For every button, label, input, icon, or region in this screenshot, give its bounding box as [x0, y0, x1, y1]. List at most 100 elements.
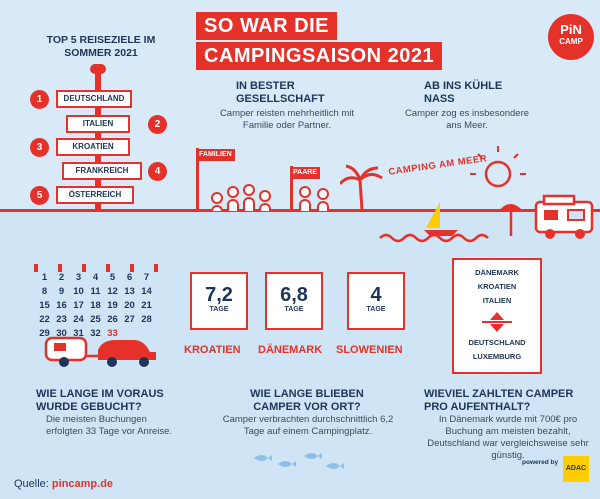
company-text: Camper reisten mehrheitlich mit Familie … — [219, 108, 355, 131]
families-flag: FAMILIEN — [196, 149, 235, 161]
signpost-cap — [90, 64, 106, 74]
calendar-day: 15 — [39, 300, 50, 311]
palm-tree-icon — [340, 164, 383, 211]
calendar-day: 6 — [126, 272, 133, 283]
pincamp-logo[interactable]: PiN CAMP — [548, 14, 594, 60]
stay-card-daenemark: 6,8 TAGE — [265, 272, 323, 330]
person-icon — [210, 192, 224, 211]
calendar-day: 1 — [41, 272, 48, 283]
couples-flagpole — [290, 166, 293, 212]
sign-oesterreich: ÖSTERREICH — [56, 186, 134, 204]
person-icon — [226, 186, 240, 211]
families-flagpole — [196, 148, 199, 212]
calendar-day: 10 — [73, 286, 84, 297]
person-icon — [242, 184, 256, 211]
rank-2-badge: 2 — [148, 115, 167, 134]
price-bottom-2: LUXEMBURG — [472, 352, 522, 361]
sailboat-icon — [424, 202, 458, 236]
calendar-day-marked: 33 — [107, 328, 118, 339]
sun-rays-icon — [470, 146, 526, 175]
rank-5-badge: 5 — [30, 186, 49, 205]
stay-country-slowenien: SLOWENIEN — [336, 344, 403, 356]
price-top-3: ITALIEN — [482, 296, 512, 305]
fish-school-icon — [254, 453, 344, 469]
calendar-day: 19 — [107, 300, 118, 311]
rank-4-badge: 4 — [148, 162, 167, 181]
price-bottom-1: DEUTSCHLAND — [468, 338, 526, 347]
powered-by-label: powered by — [522, 459, 559, 466]
calendar-day: 9 — [58, 286, 65, 297]
calendar-day: 7 — [143, 272, 150, 283]
car-with-trailer-icon — [44, 336, 156, 367]
calendar-day: 4 — [92, 272, 99, 283]
person-icon — [258, 190, 272, 211]
calendar-day: 12 — [107, 286, 118, 297]
top5-heading: TOP 5 REISEZIELE IM SOMMER 2021 — [46, 34, 156, 59]
couples-flag: PAARE — [290, 167, 320, 179]
duration-text: Camper verbrachten durchschnittlich 6,2 … — [222, 414, 394, 437]
calendar-day: 3 — [75, 272, 82, 283]
calendar-day: 28 — [141, 314, 152, 325]
stay-value: 6,8 — [280, 284, 308, 306]
up-down-arrows-icon — [482, 312, 512, 332]
logo-text-1: PiN — [560, 22, 582, 37]
sign-kroatien: KROATIEN — [56, 138, 130, 156]
calendar-day: 2 — [58, 272, 65, 283]
calendar-day: 30 — [56, 328, 67, 339]
calendar-day: 16 — [56, 300, 67, 311]
spend-text: In Dänemark wurde mit 700€ pro Buchung a… — [427, 414, 589, 461]
calendar-day: 31 — [73, 328, 84, 339]
calendar-day: 22 — [39, 314, 50, 325]
calendar-day: 18 — [90, 300, 101, 311]
person-icon — [298, 186, 312, 211]
source-label: Quelle: — [14, 478, 49, 490]
sign-frankreich: FRANKREICH — [62, 162, 142, 180]
calendar-day: 27 — [124, 314, 135, 325]
calendar-day: 24 — [73, 314, 84, 325]
booking-heading: WIE LANGE IM VORAUS WURDE GEBUCHT? — [36, 388, 164, 413]
stay-value: 7,2 — [205, 284, 233, 306]
adac-logo[interactable]: ADAC — [563, 456, 589, 482]
calendar-day: 8 — [41, 286, 48, 297]
calendar-day: 5 — [109, 272, 116, 283]
sea-text: Camper zog es insbesondere ans Meer. — [404, 108, 530, 131]
source-link[interactable]: pincamp.de — [51, 478, 114, 490]
calendar-days: 1 2 3 4 5 6 7 8 9 10 11 12 13 14 15 16 1… — [36, 272, 155, 340]
stay-unit: TAGE — [366, 306, 386, 313]
sea-heading: AB INS KÜHLE NASS — [424, 80, 503, 105]
title-line-1: SO WAR DIE — [196, 12, 338, 40]
calendar-day: 29 — [39, 328, 50, 339]
stay-unit: TAGE — [209, 306, 229, 313]
calendar-day: 26 — [107, 314, 118, 325]
sign-italien: ITALIEN — [66, 115, 130, 133]
calendar-day: 20 — [124, 300, 135, 311]
price-top-1: DÄNEMARK — [475, 268, 519, 277]
sun-icon — [484, 160, 512, 188]
calendar-day: 11 — [90, 286, 101, 297]
camper-van-icon — [534, 194, 594, 239]
price-top-2: KROATIEN — [477, 282, 517, 291]
stay-card-kroatien: 7,2 TAGE — [190, 272, 248, 330]
stay-unit: TAGE — [284, 306, 304, 313]
spend-heading: WIEVIEL ZAHLTEN CAMPER PRO AUFENTHALT? — [424, 388, 574, 413]
booking-text: Die meisten Buchungen erfolgten 33 Tage … — [46, 414, 173, 437]
price-ranking-scroll: DÄNEMARK KROATIEN ITALIEN DEUTSCHLAND LU… — [452, 258, 542, 374]
stay-card-slowenien: 4 TAGE — [347, 272, 405, 330]
stay-value: 4 — [370, 284, 382, 306]
calendar-day: 17 — [73, 300, 84, 311]
logo-text-2: CAMP — [559, 37, 583, 46]
rank-1-badge: 1 — [30, 90, 49, 109]
person-icon — [316, 188, 330, 211]
beach-umbrella-icon — [498, 204, 524, 236]
rank-3-badge: 3 — [30, 138, 49, 157]
title-line-2: CAMPINGSAISON 2021 — [196, 42, 443, 70]
calendar-day: 13 — [124, 286, 135, 297]
calendar-day: 25 — [90, 314, 101, 325]
company-heading: IN BESTER GESELLSCHAFT — [236, 80, 325, 105]
duration-heading: WIE LANGE BLIEBEN CAMPER VOR ORT? — [250, 388, 364, 413]
stay-country-daenemark: DÄNEMARK — [258, 344, 323, 356]
beach-scene — [340, 146, 594, 243]
calendar-day: 23 — [56, 314, 67, 325]
source-line: Quelle: pincamp.de — [14, 478, 113, 490]
sign-deutschland: DEUTSCHLAND — [56, 90, 132, 108]
